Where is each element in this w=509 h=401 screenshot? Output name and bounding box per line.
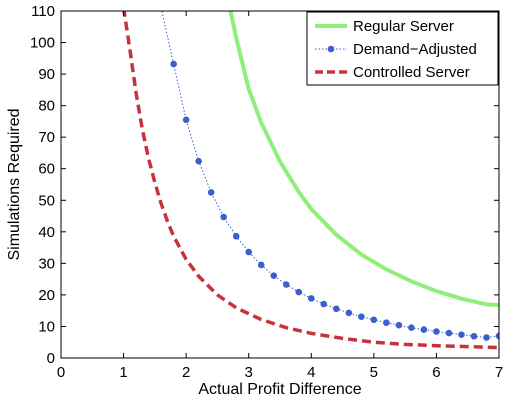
- data-point: [420, 326, 428, 333]
- plot-frame: [60, 10, 500, 359]
- data-point: [320, 300, 328, 308]
- x-tick-label: 5: [370, 364, 378, 381]
- x-tick-label: 0: [57, 364, 65, 381]
- x-tick-label: 2: [182, 364, 190, 381]
- data-point: [370, 316, 378, 324]
- y-tick-label: 110: [31, 3, 55, 20]
- data-point: [207, 189, 215, 196]
- series-line: [161, 11, 499, 339]
- data-point: [232, 232, 240, 240]
- data-point: [257, 261, 265, 269]
- data-point: [458, 331, 465, 338]
- y-tick-label: 50: [38, 192, 55, 209]
- x-axis-label: Actual Profit Difference: [198, 381, 361, 398]
- series-line: [228, 11, 499, 307]
- y-axis-label: Simulations Required: [6, 108, 23, 260]
- data-point: [245, 248, 253, 256]
- data-point: [307, 295, 315, 302]
- y-tick-label: 100: [30, 35, 55, 52]
- legend-marker: [327, 45, 335, 53]
- data-point: [433, 328, 440, 335]
- y-tick-label: 20: [38, 287, 55, 304]
- legend-label: Demand−Adjusted: [353, 41, 477, 58]
- series-layer: [122, 11, 499, 350]
- data-point: [445, 329, 453, 337]
- y-tick-label: 80: [38, 98, 55, 115]
- data-point: [495, 332, 499, 340]
- x-tick-label: 3: [245, 364, 253, 381]
- x-tick-label: 4: [307, 364, 315, 381]
- legend-entry: Controlled Server: [315, 64, 470, 81]
- legend-label: Regular Server: [353, 18, 454, 35]
- x-tick-label: 6: [432, 364, 440, 381]
- data-point: [270, 272, 278, 279]
- legend-label: Controlled Server: [353, 64, 470, 81]
- data-point: [358, 313, 365, 320]
- data-point: [170, 60, 177, 68]
- legend-entry: Demand−Adjusted: [315, 41, 477, 58]
- series-line: [122, 11, 499, 350]
- legend: Regular Server Demand−Adjusted Controlled …: [306, 11, 499, 86]
- legend-entry: Regular Server: [315, 18, 454, 35]
- data-point: [295, 288, 303, 296]
- data-point: [195, 157, 202, 165]
- x-tick-label: 7: [495, 364, 503, 381]
- data-point: [395, 321, 403, 329]
- data-point: [220, 213, 227, 221]
- series-1: [161, 11, 499, 341]
- data-point: [345, 309, 353, 317]
- y-tick-label: 90: [38, 66, 55, 83]
- data-point: [333, 305, 340, 313]
- y-tick-label: 0: [47, 350, 55, 367]
- y-tick-label: 10: [38, 318, 55, 335]
- data-point: [408, 324, 415, 332]
- y-tick-label: 30: [38, 255, 55, 272]
- x-tick-label: 1: [119, 364, 127, 381]
- data-point: [483, 334, 490, 341]
- data-point: [470, 332, 478, 340]
- y-tick-label: 70: [38, 129, 55, 146]
- data-point: [282, 281, 290, 288]
- legend-entries: Regular Server Demand−Adjusted Controlled …: [315, 18, 477, 81]
- y-tick-label: 60: [38, 161, 55, 178]
- data-point: [383, 319, 390, 326]
- series-2: [122, 11, 499, 350]
- data-point: [182, 116, 190, 124]
- y-tick-label: 40: [38, 224, 55, 241]
- series-0: [228, 11, 499, 307]
